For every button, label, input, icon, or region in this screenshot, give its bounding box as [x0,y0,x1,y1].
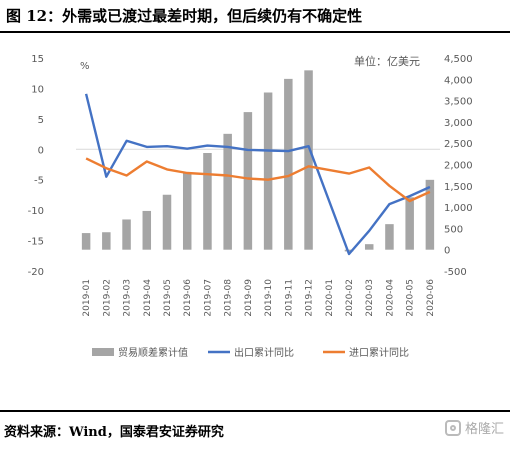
left-tick-label: -20 [28,267,44,278]
x-tick-label: 2020-03 [365,279,375,317]
right-tick-label: 3,000 [444,118,473,129]
right-tick-label: 1,500 [444,182,473,193]
chart-legend: 贸易顺差累计值 出口累计同比 进口累计同比 [92,346,409,359]
x-tick-label: 2020-05 [406,279,416,317]
x-tick-label: 2019-08 [224,279,234,317]
x-tick-label: 2019-09 [244,279,254,317]
x-tick-label: 2019-06 [183,279,193,317]
right-tick-label: 2,000 [444,161,473,172]
left-tick-label: 10 [31,84,44,95]
x-tick-label: 2019-02 [102,279,112,317]
x-tick-label: 2019-03 [123,279,133,317]
x-tick-label: 2019-05 [163,279,173,317]
right-tick-label: 0 [444,246,450,257]
series-line [84,93,431,256]
series-line [85,157,431,203]
bar [385,224,394,250]
legend-label: 出口累计同比 [234,346,294,359]
right-tick-label: -500 [444,267,467,278]
x-tick-label: 2019-10 [264,279,274,317]
bar [81,233,91,250]
bar-series [81,70,435,252]
left-tick-label: -10 [28,206,44,217]
x-tick-label: 2019-12 [305,279,315,317]
bar [162,194,172,250]
bar [425,179,435,250]
left-tick-label: 15 [31,54,44,65]
left-tick-label: 0 [38,145,44,156]
bar [223,133,232,250]
right-axis-ticks: -500 0 500 1,000 1,500 2,000 2,500 3,000 3,500 4,… [444,54,473,278]
x-tick-label: 2019-01 [82,279,92,317]
right-tick-label: 500 [444,224,463,235]
bar [364,244,374,250]
x-axis-ticks: 2019-01 2019-02 2019-03 2019-04 2019-05 2019-… [82,279,436,317]
line-series [84,93,431,256]
bar [344,249,354,252]
source-note: 资料来源：Wind，国泰君安证券研究 [4,425,224,440]
bar [284,78,293,250]
watermark-logo-icon [444,419,461,436]
chart: % 单位：亿美元 -20 -15 -10 -5 0 5 10 15 -500 0 500 1,000… [28,54,473,359]
right-tick-label: 4,500 [444,54,473,65]
title-bar: 图 12：外需或已渡过最差时期，但后续仍有不确定性 [0,0,510,30]
right-tick-label: 2,500 [444,139,473,150]
x-tick-label: 2020-04 [385,279,395,317]
x-tick-label: 2020-02 [345,279,355,317]
legend-swatch [92,348,114,356]
bar [122,219,131,250]
right-tick-label: 1,000 [444,203,473,214]
bar [243,112,253,250]
watermark-text: 格隆汇 [464,422,504,437]
right-tick-label: 3,500 [444,97,473,108]
legend-label: 进口累计同比 [349,346,409,359]
bar [203,152,212,250]
bar [142,210,152,250]
x-tick-label: 2019-11 [284,279,294,317]
left-unit-label: % [80,61,90,72]
bar [102,232,111,250]
watermark: 格隆汇 [444,418,504,437]
top-divider [0,31,510,33]
bar [182,173,192,250]
bottom-divider [0,410,510,412]
legend-label: 贸易顺差累计值 [118,346,188,359]
left-tick-label: -15 [28,237,44,248]
right-tick-label: 4,000 [444,75,473,86]
left-axis-ticks: -20 -15 -10 -5 0 5 10 15 [28,54,44,278]
left-tick-label: -5 [34,176,44,187]
page-title: 图 12：外需或已渡过最差时期，但后续仍有不确定性 [6,7,363,25]
left-tick-label: 5 [38,115,44,126]
x-tick-label: 2019-04 [143,279,153,317]
bar [304,70,313,250]
right-unit-label: 单位：亿美元 [354,54,420,68]
x-tick-label: 2020-01 [325,279,335,317]
bar [263,92,273,250]
bar [405,197,414,250]
x-tick-label: 2019-07 [203,279,213,317]
x-tick-label: 2020-06 [426,279,436,317]
